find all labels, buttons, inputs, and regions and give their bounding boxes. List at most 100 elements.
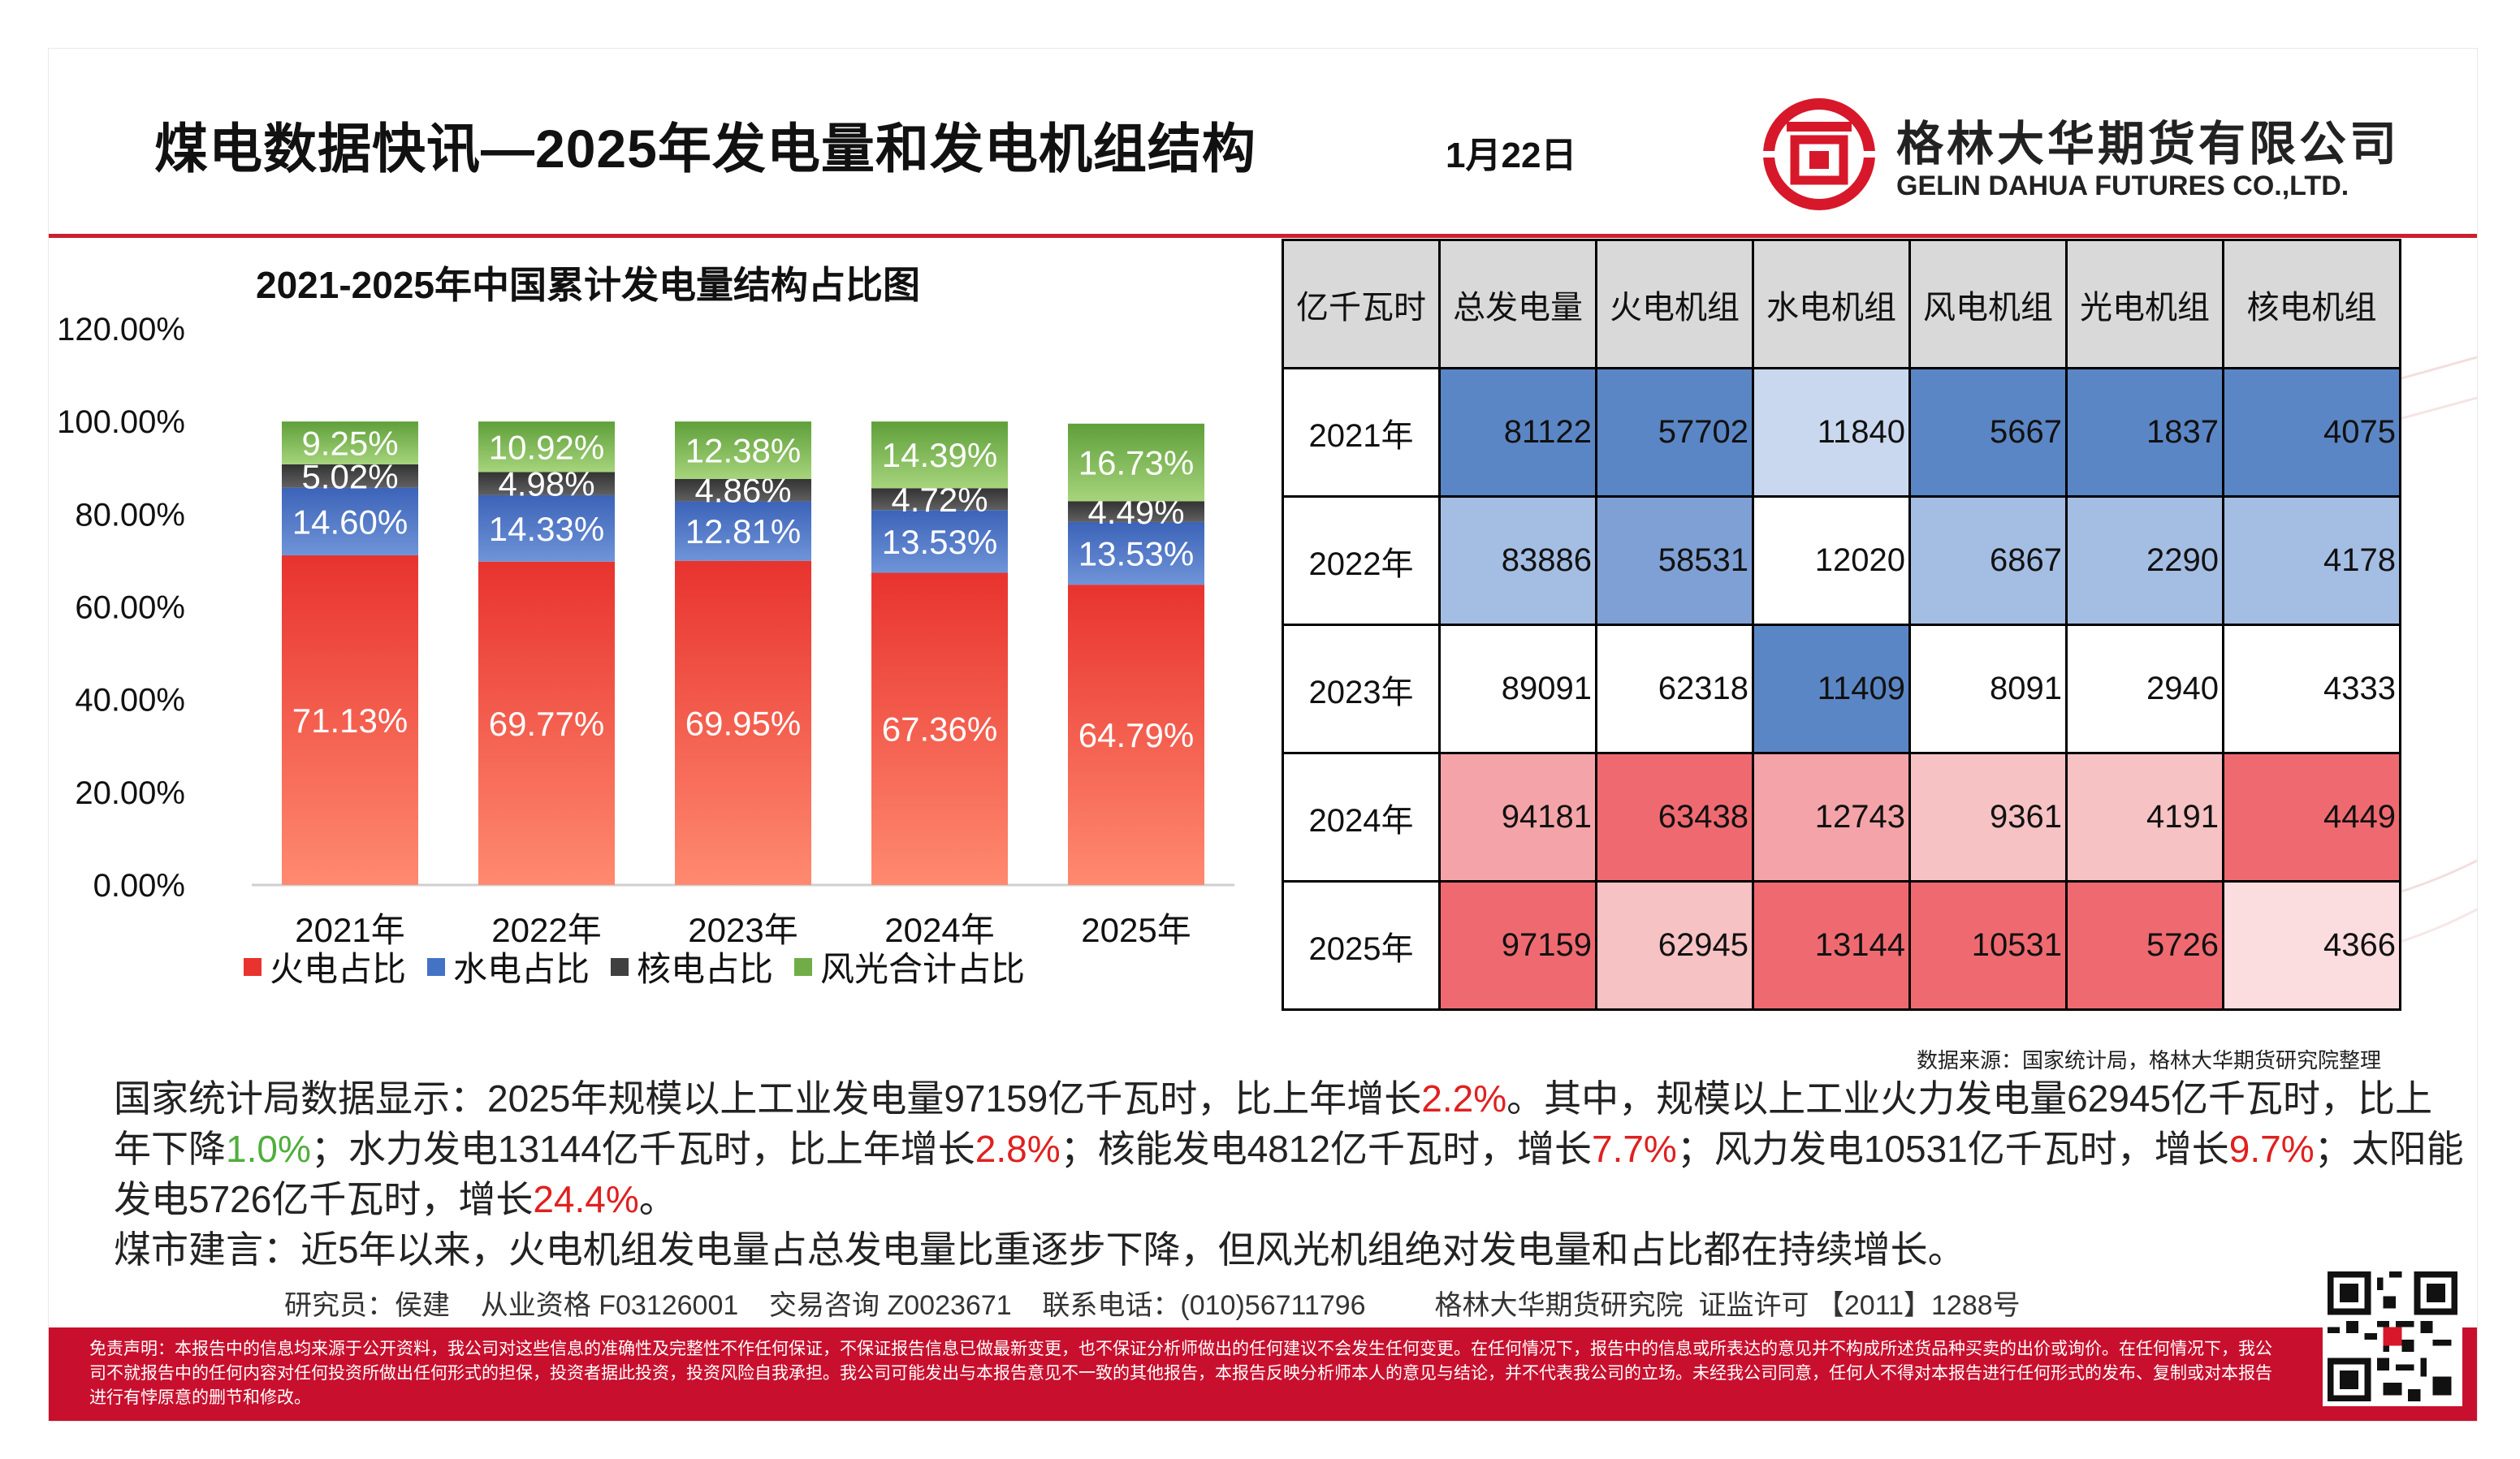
table-cell: 4366 xyxy=(2222,880,2401,1011)
y-tick-label: 0.00% xyxy=(93,868,185,904)
summary-paragraph-2: 煤市建言：近5年以来，火电机组发电量占总发电量比重逐步下降，但风光机组绝对发电量… xyxy=(114,1228,1965,1271)
data-label: 69.95% xyxy=(685,704,801,742)
data-label: 71.13% xyxy=(292,701,408,740)
analyst-footer: 研究员：侯建 从业资格 F03126001 交易咨询 Z0023671 联系电话… xyxy=(284,1290,2021,1321)
table-row: 2023年 89091 62318 11409 8091 2940 4333 xyxy=(1282,624,2401,754)
table-header-cell: 水电机组 xyxy=(1752,239,1911,369)
legend-swatch xyxy=(611,957,629,976)
data-label: 64.79% xyxy=(1078,716,1194,754)
table-header-cell: 风电机组 xyxy=(1908,239,2068,369)
bar-segment xyxy=(1068,521,1204,585)
table-cell: 62318 xyxy=(1595,624,1754,754)
y-tick-label: 20.00% xyxy=(75,775,185,811)
bar-segment xyxy=(675,421,811,479)
report-date: 1月22日 xyxy=(1446,136,1577,175)
bar-segment xyxy=(871,488,1008,511)
table-header-row: 亿千瓦时 总发电量 火电机组 水电机组 风电机组 光电机组 核电机组 xyxy=(1282,239,2401,369)
table-cell: 12020 xyxy=(1752,495,1911,626)
header-divider xyxy=(49,234,2477,238)
table-row-year: 2021年 xyxy=(1282,367,1441,498)
report-title: 煤电数据快讯—2025年发电量和发电机组结构 xyxy=(154,119,1256,179)
summary-paragraph-1: 国家统计局数据显示：2025年规模以上工业发电量97159亿千瓦时，比上年增长2… xyxy=(114,1077,2464,1220)
table-cell: 57702 xyxy=(1595,367,1754,498)
company-logo-icon xyxy=(1762,98,1876,210)
table-cell: 6867 xyxy=(1908,495,2068,626)
summary-text: 国家统计局数据显示：2025年规模以上工业发电量97159亿千瓦时，比上年增长2… xyxy=(114,1073,2469,1275)
table-row-year: 2024年 xyxy=(1282,752,1441,883)
company-name-en: GELIN DAHUA FUTURES CO.,LTD. xyxy=(1896,171,2349,201)
x-tick-label: 2024年 xyxy=(884,911,994,949)
table-header-cell: 亿千瓦时 xyxy=(1282,239,1441,369)
table-cell: 4333 xyxy=(2222,624,2401,754)
y-tick-label: 60.00% xyxy=(75,590,185,626)
bar-segment xyxy=(1068,585,1204,885)
disclaimer-bar: 免责声明：本报告中的信息均来源于公开资料，我公司对这些信息的准确性及完整性不作任… xyxy=(49,1327,2477,1421)
table-cell: 83886 xyxy=(1438,495,1597,626)
bar-segment xyxy=(675,560,811,885)
y-tick-label: 80.00% xyxy=(75,497,185,533)
report-header: 煤电数据快讯—2025年发电量和发电机组结构 1月22日 格林大华期货有限公司 … xyxy=(49,49,2477,227)
x-tick-label: 2025年 xyxy=(1081,911,1191,949)
table-row: 2021年 81122 57702 11840 5667 1837 4075 xyxy=(1282,367,2401,498)
legend-item: 火电占比 xyxy=(244,942,406,991)
qr-code-icon xyxy=(2323,1267,2462,1406)
table-row-year: 2025年 xyxy=(1282,880,1441,1011)
legend-label: 火电占比 xyxy=(270,950,407,988)
table-cell: 2940 xyxy=(2065,624,2224,754)
legend-swatch xyxy=(427,957,446,976)
table-cell: 12743 xyxy=(1752,752,1911,883)
x-tick-label: 2022年 xyxy=(491,911,601,949)
chart-legend: 火电占比 水电占比 核电占比 风光合计占比 xyxy=(244,942,1025,991)
bar-segment xyxy=(282,555,418,885)
bar-segment xyxy=(478,561,615,885)
data-label: 16.73% xyxy=(1078,444,1194,482)
legend-label: 核电占比 xyxy=(637,950,774,988)
table-header-cell: 总发电量 xyxy=(1438,239,1597,369)
y-tick-label: 120.00% xyxy=(57,312,185,347)
table-cell: 11409 xyxy=(1752,624,1911,754)
bar-segment xyxy=(478,472,615,495)
table-header-cell: 火电机组 xyxy=(1595,239,1754,369)
legend-label: 水电占比 xyxy=(453,950,590,988)
table-cell: 63438 xyxy=(1595,752,1754,883)
table-cell: 4178 xyxy=(2222,495,2401,626)
table-row-year: 2023年 xyxy=(1282,624,1441,754)
table-header-cell: 核电机组 xyxy=(2222,239,2401,369)
legend-label: 风光合计占比 xyxy=(820,950,1026,988)
table-cell: 9361 xyxy=(1908,752,2068,883)
table-cell: 1837 xyxy=(2065,367,2224,498)
bar-segment xyxy=(871,510,1008,573)
data-source: 数据来源：国家统计局，格林大华期货研究院整理 xyxy=(1917,1048,2382,1073)
bar-segment xyxy=(478,421,615,473)
table-row: 2024年 94181 63438 12743 9361 4191 4449 xyxy=(1282,752,2401,883)
bar-segment xyxy=(871,421,1008,489)
table-cell: 5726 xyxy=(2065,880,2224,1011)
bar-segment xyxy=(478,494,615,562)
data-label: 13.53% xyxy=(1078,535,1194,573)
table-cell: 5667 xyxy=(1908,367,2068,498)
bar-segment xyxy=(282,464,418,488)
chart-title: 2021-2025年中国累计发电量结构占比图 xyxy=(256,264,920,306)
table-cell: 2290 xyxy=(2065,495,2224,626)
company-name-cn: 格林大华期货有限公司 xyxy=(1896,118,2401,171)
table-row: 2022年 83886 58531 12020 6867 2290 4178 xyxy=(1282,495,2401,626)
bar-segment xyxy=(1068,423,1204,502)
bar-segment xyxy=(282,487,418,555)
table-cell: 4449 xyxy=(2222,752,2401,883)
table-cell: 62945 xyxy=(1595,880,1754,1011)
table-row: 2025年 97159 62945 13144 10531 5726 4366 xyxy=(1282,880,2401,1011)
legend-item: 风光合计占比 xyxy=(794,942,1025,991)
table-cell: 11840 xyxy=(1752,367,1911,498)
x-tick-label: 2021年 xyxy=(295,911,404,949)
table-cell: 8091 xyxy=(1908,624,2068,754)
bar-segment xyxy=(871,572,1008,885)
data-label: 14.60% xyxy=(292,503,408,541)
bar-segment xyxy=(675,501,811,561)
x-tick-label: 2023年 xyxy=(688,911,797,949)
stacked-bar-chart: 0.00% 20.00% 40.00% 60.00% 80.00% 100.00% 120.… xyxy=(57,312,1234,949)
table-cell: 89091 xyxy=(1438,624,1597,754)
data-label: 67.36% xyxy=(882,710,997,749)
table-cell: 4075 xyxy=(2222,367,2401,498)
legend-swatch xyxy=(244,957,262,976)
bar-segment xyxy=(282,421,418,464)
